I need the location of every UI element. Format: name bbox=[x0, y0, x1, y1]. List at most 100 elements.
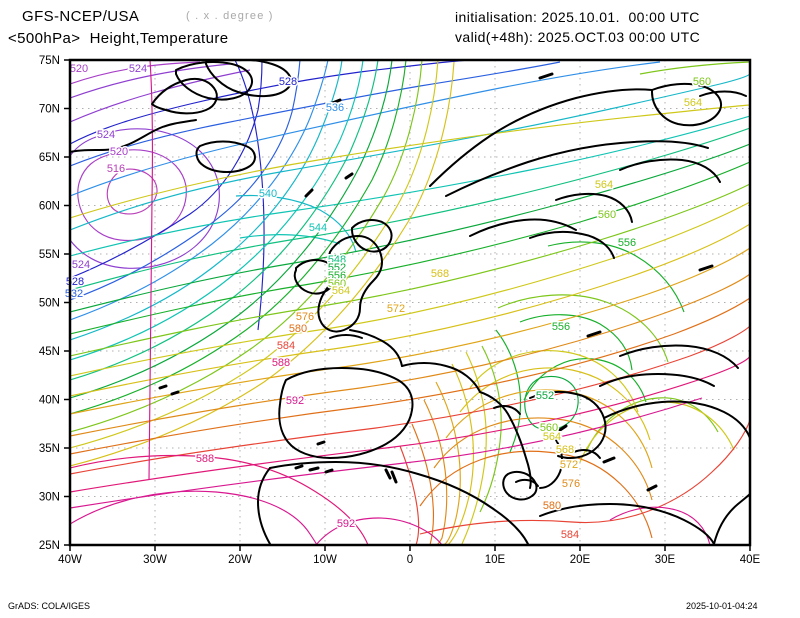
contour-label: 588 bbox=[196, 453, 214, 465]
contour-label-halo: 576 bbox=[562, 478, 580, 490]
contour-label: 540 bbox=[259, 188, 277, 200]
contour-label: 536 bbox=[326, 102, 344, 114]
contour-label-halo: 520 bbox=[70, 63, 88, 75]
contour-label: 564 bbox=[543, 431, 561, 443]
contour-label-halo: 556 bbox=[552, 321, 570, 333]
contour-label: 528 bbox=[66, 276, 84, 288]
contour-label: 520 bbox=[110, 146, 128, 158]
contour-label-halo: 528 bbox=[279, 76, 297, 88]
contour-label: 580 bbox=[543, 500, 561, 512]
y-tick-label: 65N bbox=[39, 152, 60, 164]
footer-credit: GrADS: COLA/IGES bbox=[8, 601, 91, 611]
contour-label-halo: 568 bbox=[556, 444, 574, 456]
y-tick-label: 75N bbox=[39, 55, 60, 67]
contour-label-halo: 520 bbox=[110, 146, 128, 158]
contour-label-halo: 552 bbox=[328, 262, 346, 274]
contour-label-halo: 580 bbox=[289, 323, 307, 335]
valid-time: valid(+48h): 2025.OCT.03 00:00 UTC bbox=[455, 29, 701, 45]
contour-label: 524 bbox=[72, 259, 90, 271]
contour-label: 568 bbox=[556, 444, 574, 456]
resolution-note: ( . x . degree ) bbox=[186, 10, 274, 22]
contour-label-halo: 592 bbox=[286, 395, 304, 407]
x-tick-label: 30W bbox=[143, 554, 167, 566]
contour-label: 560 bbox=[328, 278, 346, 290]
contour-label: 564 bbox=[684, 97, 702, 109]
contour-label-halo: 536 bbox=[326, 102, 344, 114]
x-tick-label: 20E bbox=[570, 554, 591, 566]
contour-label: 548 bbox=[328, 254, 346, 266]
contour-label-halo: 588 bbox=[272, 357, 290, 369]
contour-label: 556 bbox=[618, 237, 636, 249]
y-tick-label: 55N bbox=[39, 249, 60, 261]
x-tick-label: 30E bbox=[655, 554, 676, 566]
contour-label: 532 bbox=[65, 288, 83, 300]
contour-label-halo: 564 bbox=[543, 431, 561, 443]
x-tick-label: 40E bbox=[740, 554, 761, 566]
contour-label-halo: 552 bbox=[536, 390, 554, 402]
contour-label: 524 bbox=[97, 129, 115, 141]
y-axis-tick-labels: 25N 30N 35N 40N 45N 50N 55N 60N 65N 70N 75N bbox=[39, 55, 60, 552]
contour-label: 528 bbox=[279, 76, 297, 88]
contour-label-halo: 556 bbox=[618, 237, 636, 249]
level-field-title: <500hPa> Height,Temperature bbox=[8, 30, 229, 47]
y-tick-label: 40N bbox=[39, 395, 60, 407]
y-tick-label: 45N bbox=[39, 346, 60, 358]
contour-label: 584 bbox=[561, 529, 579, 541]
contour-label-halo: 564 bbox=[684, 97, 702, 109]
y-tick-label: 35N bbox=[39, 443, 60, 455]
contour-label-halo: 516 bbox=[107, 163, 125, 175]
contour-label-halo: 568 bbox=[431, 268, 449, 280]
contour-label-halo: 584 bbox=[277, 340, 295, 352]
y-tick-label: 70N bbox=[39, 104, 60, 116]
coastlines bbox=[70, 60, 750, 545]
contour-label-halo: 572 bbox=[387, 303, 405, 315]
contour-label-halo: 560 bbox=[540, 422, 558, 434]
y-tick-label: 30N bbox=[39, 492, 60, 504]
contour-label-halo: 524 bbox=[97, 129, 115, 141]
contour-label: 560 bbox=[540, 422, 558, 434]
contour-label: 516 bbox=[107, 163, 125, 175]
footer-timestamp: 2025-10-01-04:24 bbox=[686, 601, 758, 611]
y-tick-label: 25N bbox=[39, 540, 60, 552]
contour-label: 572 bbox=[387, 303, 405, 315]
contour-label-halo: 564 bbox=[595, 179, 613, 191]
x-tick-label: 10W bbox=[313, 554, 337, 566]
contour-label-halo: 592 bbox=[337, 518, 355, 530]
contour-label: 568 bbox=[431, 268, 449, 280]
contour-label-halo: 556 bbox=[328, 270, 346, 282]
contour-label-halo: 588 bbox=[196, 453, 214, 465]
contour-lines bbox=[70, 60, 750, 545]
contour-label: 544 bbox=[309, 222, 327, 234]
contour-label-halo: 524 bbox=[72, 259, 90, 271]
contour-label: 560 bbox=[598, 209, 616, 221]
contour-label-halo: 560 bbox=[693, 76, 711, 88]
contour-label-halo: 580 bbox=[543, 500, 561, 512]
contour-label: 556 bbox=[552, 321, 570, 333]
contour-label: 520 bbox=[70, 63, 88, 75]
contour-label-halo: 540 bbox=[259, 188, 277, 200]
contour-label: 560 bbox=[693, 76, 711, 88]
contour-label-halo: 584 bbox=[561, 529, 579, 541]
contour-label: 580 bbox=[289, 323, 307, 335]
x-tick-label: 0 bbox=[407, 554, 413, 566]
y-tick-label: 60N bbox=[39, 201, 60, 213]
contour-label: 576 bbox=[296, 311, 314, 323]
contour-label: 556 bbox=[328, 270, 346, 282]
contour-label-halo: 544 bbox=[309, 222, 327, 234]
contour-label: 564 bbox=[595, 179, 613, 191]
contour-label-halo: 576 bbox=[296, 311, 314, 323]
contour-label: 584 bbox=[277, 340, 295, 352]
x-tick-label: 20W bbox=[228, 554, 252, 566]
contour-label: 572 bbox=[560, 459, 578, 471]
contour-label: 588 bbox=[272, 357, 290, 369]
contour-label: 552 bbox=[536, 390, 554, 402]
contour-label: 592 bbox=[286, 395, 304, 407]
x-tick-label: 10E bbox=[485, 554, 506, 566]
contour-label: 576 bbox=[562, 478, 580, 490]
contour-label-halo: 548 bbox=[328, 254, 346, 266]
y-tick-label: 50N bbox=[39, 298, 60, 310]
contour-label: 552 bbox=[328, 262, 346, 274]
